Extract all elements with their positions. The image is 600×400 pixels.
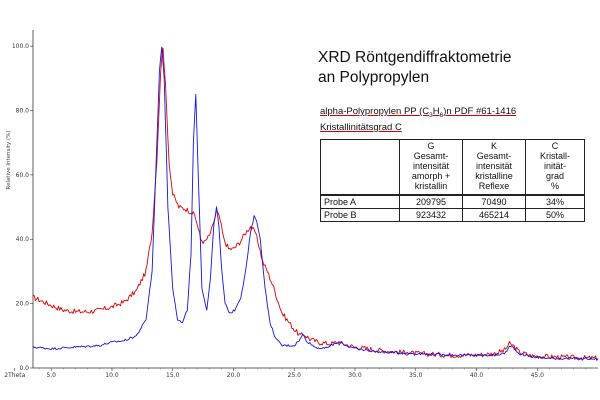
x-tick-label: 35.0: [409, 372, 423, 379]
x-tick-label: 45.0: [531, 372, 545, 379]
row-label: Probe B: [320, 208, 400, 222]
ticks: 0.0 20.0 40.0 60.0 80.0 100.0 5.0 10.0 15.0 20.0 2…: [4, 43, 587, 379]
chart-title: XRD Röntgendiffraktometrie an Polypropyl…: [318, 48, 512, 88]
header-line: amorph +: [411, 171, 451, 181]
header-line: inität-: [543, 161, 566, 171]
header-letter: C: [551, 141, 559, 151]
y-tick-label: 60.0: [16, 172, 30, 179]
header-line: grad: [545, 171, 564, 181]
table-header-g: G Gesamt- intensität amorph + kristallin: [399, 139, 463, 196]
y-axis-label: Relative Intensity (%): [6, 130, 12, 189]
header-letter: K: [490, 141, 497, 151]
x-tick-label: 15.0: [166, 372, 180, 379]
y-tick-label: 80.0: [16, 107, 30, 114]
x-tick-label: 2Theta: [4, 372, 25, 379]
series-blue-line: [32, 46, 599, 361]
sample-description: alpha-Polypropylen PP (C3H6)n PDF #61-14…: [320, 106, 516, 134]
title-line-1: XRD Röntgendiffraktometrie: [318, 49, 512, 66]
pdf-reference: alpha-Polypropylen PP (C3H6)n PDF #61-14…: [320, 106, 516, 122]
cell-g: 209795: [399, 194, 463, 209]
table-header-row: G Gesamt- intensität amorph + kristallin…: [320, 139, 585, 196]
cell-k: 465214: [462, 208, 526, 222]
crystallinity-table: G Gesamt- intensität amorph + kristallin…: [320, 139, 585, 222]
header-line: Gesamt-: [476, 151, 512, 161]
cell-g: 923432: [399, 208, 463, 222]
table-corner-cell: [320, 139, 400, 196]
header-line: intensität: [475, 161, 513, 171]
title-line-2: an Polypropylen: [318, 69, 430, 86]
header-line: %: [550, 181, 559, 191]
x-tick-label: 25.0: [288, 372, 302, 379]
pdf-ref-prefix: alpha-Polypropylen PP (C: [320, 106, 430, 117]
header-line: Reflexe: [478, 181, 510, 191]
cell-c: 50%: [525, 208, 585, 222]
axes: [32, 30, 598, 369]
x-tick-label: 40.0: [470, 372, 484, 379]
table-row: Probe B 923432 465214 50%: [320, 208, 585, 222]
x-tick-label: 30.0: [348, 372, 362, 379]
y-tick-label: 100.0: [12, 43, 29, 50]
pdf-ref-suffix: )n PDF #61-1416: [443, 106, 517, 117]
header-line: kristalline: [475, 171, 513, 181]
pdf-ref-mid: H: [432, 106, 440, 117]
crystallinity-label: Kristallinitätsgrad C: [320, 121, 402, 133]
series-lines: [32, 46, 599, 361]
x-tick-label: 5.0: [46, 372, 56, 379]
table-row: Probe A 209795 70490 34%: [320, 194, 585, 209]
header-line: Kristall-: [539, 151, 570, 161]
y-tick-label: 40.0: [16, 236, 30, 243]
header-letter: G: [427, 141, 435, 151]
pdf-ref-h-count: 6: [439, 111, 444, 119]
x-tick-label: 20.0: [227, 372, 241, 379]
header-line: kristallin: [414, 181, 448, 191]
cell-c: 34%: [525, 194, 585, 209]
x-tick-label: 10.0: [105, 372, 119, 379]
series-red-line: [32, 47, 599, 361]
pdf-ref-c-count: 3: [429, 111, 433, 119]
cell-k: 70490: [462, 194, 526, 209]
row-label: Probe A: [320, 194, 400, 209]
table-header-c: C Kristall- inität- grad %: [525, 139, 585, 196]
header-line: intensität: [412, 161, 450, 171]
table-header-k: K Gesamt- intensität kristalline Reflexe: [462, 139, 526, 196]
header-line: Gesamt-: [413, 151, 449, 161]
y-tick-label: 20.0: [16, 301, 30, 308]
y-tick-label: 0.0: [19, 365, 29, 372]
